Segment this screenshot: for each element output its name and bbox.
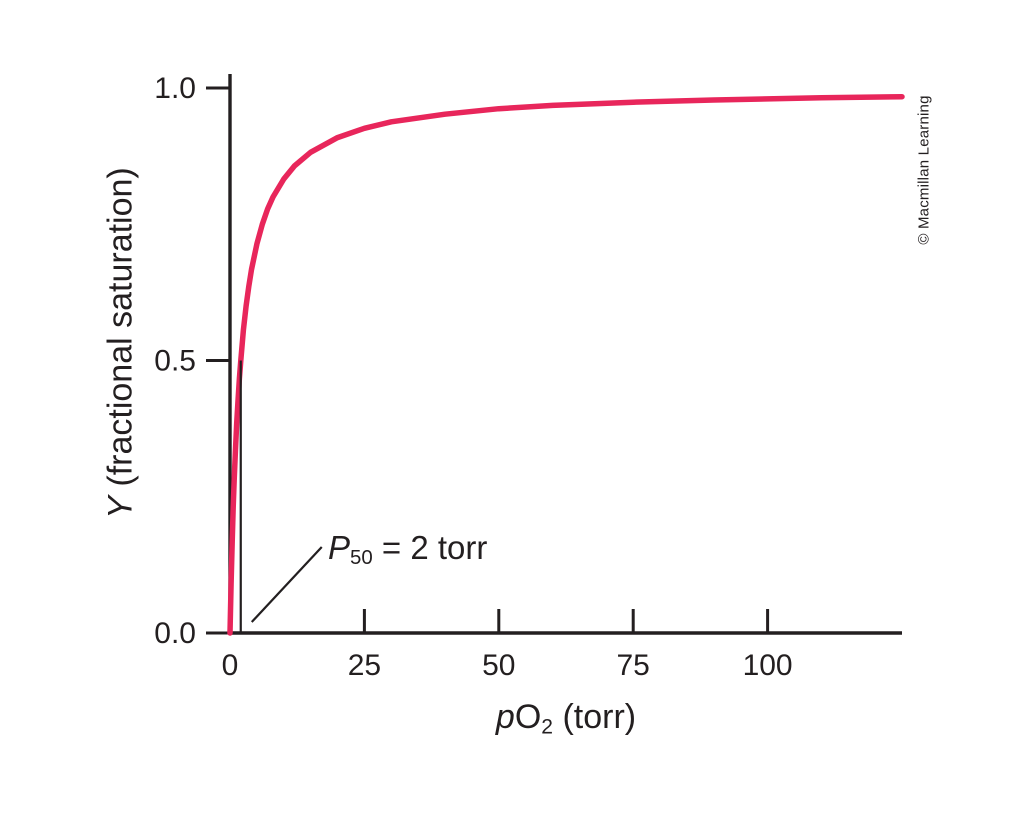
x-tick-label: 25 [348, 649, 381, 682]
x-axis-label: pO2 (torr) [495, 698, 637, 739]
y-tick-label: 0.5 [154, 345, 196, 378]
x-tick-label: 75 [617, 649, 650, 682]
binding-curve [227, 93, 905, 636]
x-tick-label: 0 [222, 649, 239, 682]
p50-annotation-label: P50 = 2 torr [328, 529, 488, 570]
x-tick-label: 100 [743, 649, 793, 682]
y-tick-label: 1.0 [154, 72, 196, 105]
p50-pointer-line [250, 546, 323, 623]
copyright-credit: © Macmillan Learning [915, 95, 933, 245]
y-axis-label: Y (fractional saturation) [101, 167, 140, 519]
y-tick-label: 0.0 [154, 617, 196, 650]
x-tick-label: 50 [482, 649, 515, 682]
